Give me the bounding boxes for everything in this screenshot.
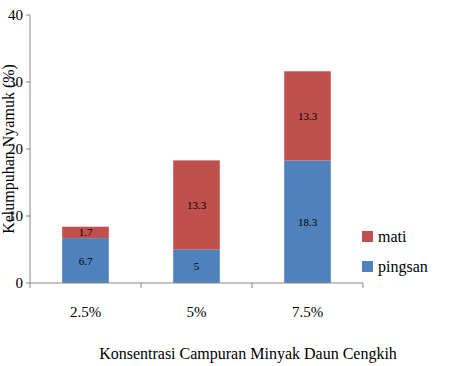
data-label: 18.3 — [298, 216, 318, 228]
y-tick-label: 40 — [8, 7, 23, 23]
x-tick — [252, 283, 253, 288]
x-tick-label: 7.5% — [292, 304, 323, 320]
bar-segment — [173, 250, 220, 284]
y-tick — [26, 216, 30, 217]
bar-segment — [284, 160, 331, 283]
x-axis-line — [30, 283, 363, 284]
y-tick-label: 0 — [16, 275, 24, 291]
bar-segment — [62, 238, 109, 283]
bar-segment — [62, 227, 109, 238]
bar-segment — [284, 71, 331, 160]
y-tick — [26, 149, 30, 150]
x-axis-title: Konsentrasi Campuran Minyak Daun Cengkih — [99, 345, 397, 363]
x-tick-label: 2.5% — [70, 304, 101, 320]
axes: 0102030402.5%5%7.5% — [8, 7, 363, 320]
y-tick — [26, 15, 30, 16]
data-label: 1.7 — [79, 226, 93, 238]
data-labels: 6.7 1.7 5 13.3 18.3 13.3 — [79, 110, 318, 272]
data-label: 5 — [194, 260, 200, 272]
chart-svg: 6.71.7513.318.313.30102030402.5%5%7.5%Ko… — [0, 0, 462, 366]
bars — [62, 71, 331, 283]
x-tick — [141, 283, 142, 288]
y-tick — [26, 283, 30, 284]
legend-swatch — [362, 261, 373, 272]
x-tick — [363, 283, 364, 288]
legend-swatch — [362, 231, 373, 242]
x-tick — [30, 283, 31, 288]
y-axis-title: Kelumpuhan Nyamuk (%) — [0, 64, 18, 234]
x-tick-label: 5% — [187, 304, 207, 320]
data-label: 6.7 — [79, 255, 93, 267]
data-label: 13.3 — [187, 199, 207, 211]
legend-label: mati — [378, 228, 407, 245]
y-tick — [26, 82, 30, 83]
legend: mati pingsan — [362, 228, 428, 276]
bar-segment — [173, 160, 220, 249]
chart-container: 6.71.7513.318.313.30102030402.5%5%7.5%Ko… — [0, 0, 462, 366]
data-label: 13.3 — [298, 110, 318, 122]
legend-label: pingsan — [378, 258, 428, 276]
